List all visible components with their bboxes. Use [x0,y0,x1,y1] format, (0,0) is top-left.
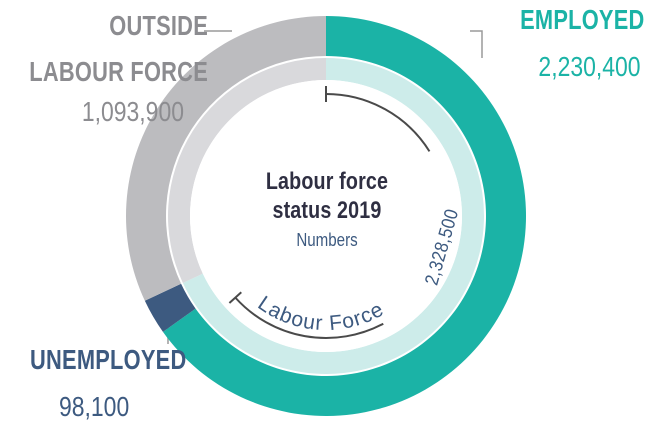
outside-label-line-1: OUTSIDE [109,10,208,41]
outside-labour-force-value: 1,093,900 [81,96,184,127]
employed-value: 2,230,400 [538,51,641,82]
outside-inner-ring [167,58,326,283]
outside-label-line-2: LABOUR FORCE [29,56,208,87]
chart-title-line-1: Labour force [265,168,389,195]
employed-leader-line [470,30,483,58]
outside-labour-force-label: OUTSIDE LABOUR FORCE [29,3,208,95]
bracket-arc-top [325,93,431,152]
chart-subtitle: Numbers [296,230,358,250]
inner-ring [167,58,484,374]
outside-labour-force-segment [126,16,326,301]
chart-title-line-2: status 2019 [272,197,382,224]
bracket-arc-bottom [234,296,384,339]
unemployed-segment [144,283,196,332]
unemployed-value: 98,100 [59,391,130,422]
unemployed-label: UNEMPLOYED [30,344,187,375]
donut-segments [126,16,526,417]
donut-center [190,80,462,352]
employed-label: EMPLOYED [520,4,645,35]
bracket-end-tick [228,291,242,304]
